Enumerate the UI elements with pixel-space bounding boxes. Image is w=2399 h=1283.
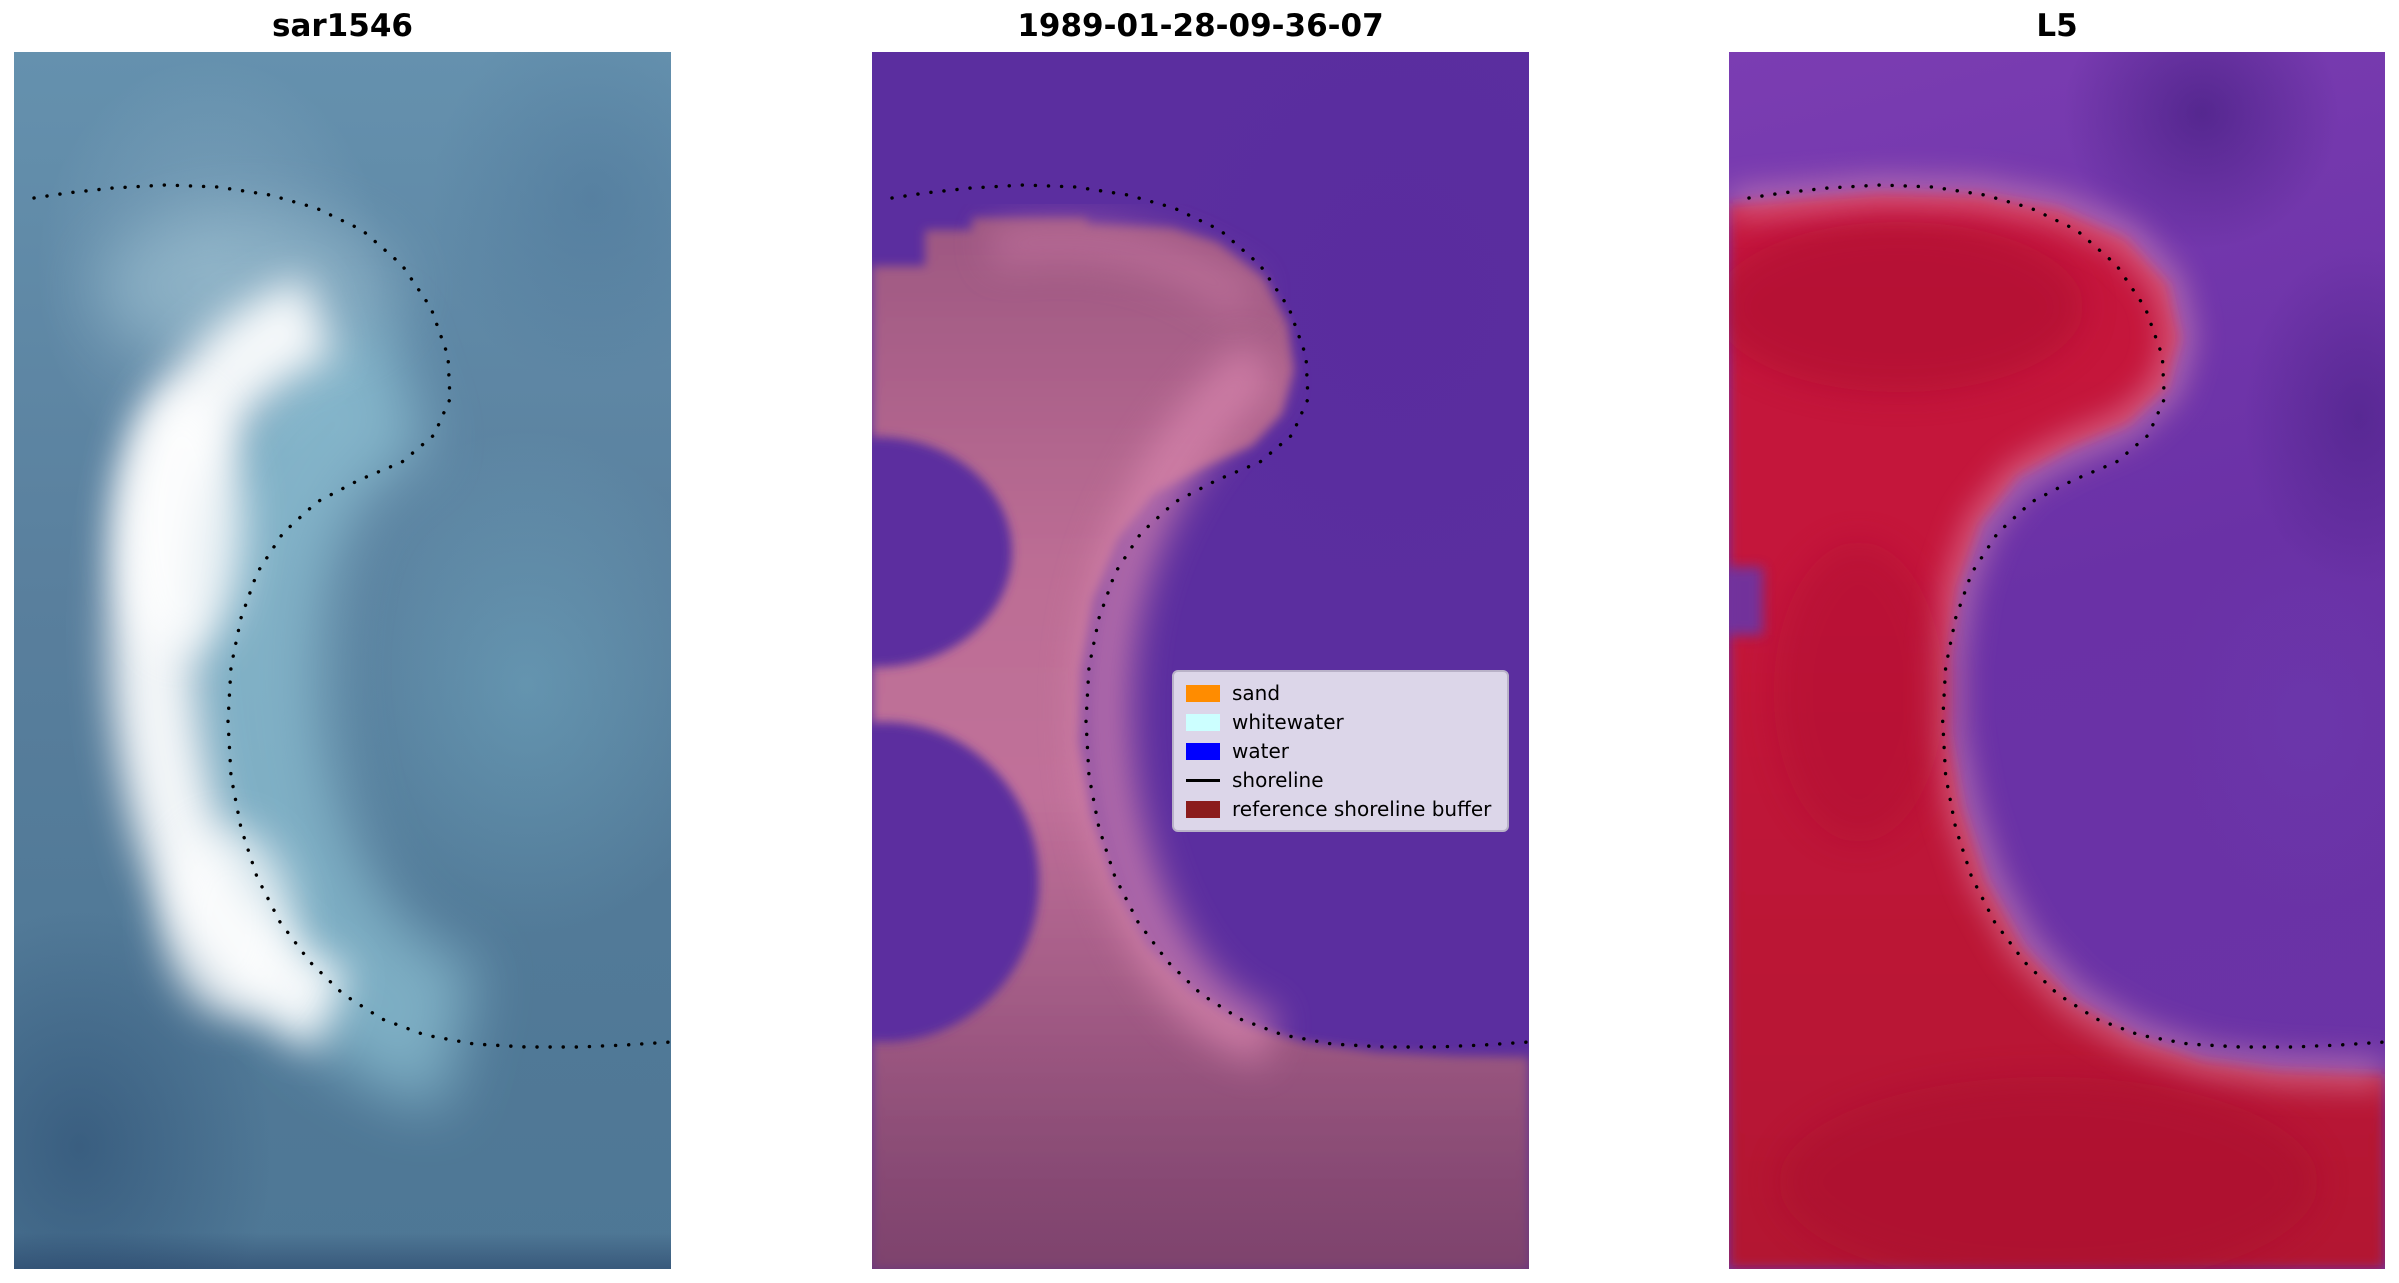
rose-top-edge: [988, 222, 1259, 320]
legend-item-whitewater: whitewater: [1186, 710, 1491, 734]
panel-title-sar1546: sar1546: [272, 8, 413, 44]
pink-shore-edge: [1729, 179, 2385, 1086]
legend-item-reference-shoreline-buffer: reference shoreline buffer: [1186, 797, 1491, 821]
water-notch-lower: [872, 722, 1039, 1042]
legend-line-swatch: [1186, 778, 1220, 782]
sar-art-svg: [32, 183, 671, 1110]
panel-sar1546: sar1546: [14, 0, 671, 1283]
legend-item-sand: sand: [1186, 681, 1491, 705]
shoreline-overlay: [890, 183, 1529, 1049]
red-dark-patch-bottom: [1779, 1077, 2319, 1269]
legend-patch-swatch: [1186, 713, 1220, 731]
panel-classified: 1989-01-28-09-36-07: [872, 0, 1529, 1283]
l5-image: [1729, 52, 2385, 1269]
legend-label: sand: [1232, 681, 1281, 705]
l5-art-svg: [1729, 179, 2385, 1269]
shoreline-overlay: [1747, 183, 2385, 1049]
legend-patch-swatch: [1186, 684, 1220, 702]
legend-item-shoreline: shoreline: [1186, 768, 1491, 792]
panel-title-classified: 1989-01-28-09-36-07: [1017, 8, 1384, 44]
shoreline-dotted-line: [1747, 183, 2385, 1049]
legend-label: water: [1232, 739, 1289, 763]
shoreline-dotted-line: [32, 183, 671, 1049]
legend-item-water: water: [1186, 739, 1491, 763]
whitewater-glow: [175, 310, 478, 1110]
land-classification-region: [872, 218, 1529, 1269]
red-dark-patch-top: [1729, 222, 2084, 392]
water-notch-upper: [872, 437, 1012, 667]
shoreline-overlay: [32, 183, 671, 1049]
shoreline-dotted-line: [890, 183, 1529, 1049]
legend-label: shoreline: [1232, 768, 1324, 792]
legend-patch-swatch: [1186, 800, 1220, 818]
legend: sand whitewater water shoreline reference sh…: [1172, 670, 1510, 832]
classified-image: sand whitewater water shoreline reference sh…: [872, 52, 1529, 1269]
bottom-shade: [872, 1037, 1529, 1269]
red-land-region: [1729, 192, 2385, 1269]
bright-spot-upper: [120, 387, 244, 657]
legend-label: whitewater: [1232, 710, 1344, 734]
red-dark-patch-mid: [1773, 542, 1944, 842]
teal-headland: [99, 212, 399, 362]
panel-title-l5: L5: [2036, 8, 2078, 44]
bright-spot-lower: [163, 827, 295, 1017]
panel-l5: L5: [1729, 0, 2385, 1283]
purple-notch: [1729, 567, 1763, 635]
legend-label: reference shoreline buffer: [1232, 797, 1492, 821]
rose-inner-edge: [1076, 340, 1280, 1067]
legend-patch-swatch: [1186, 742, 1220, 760]
sar-image: [14, 52, 671, 1269]
classified-art-svg: [872, 183, 1529, 1269]
